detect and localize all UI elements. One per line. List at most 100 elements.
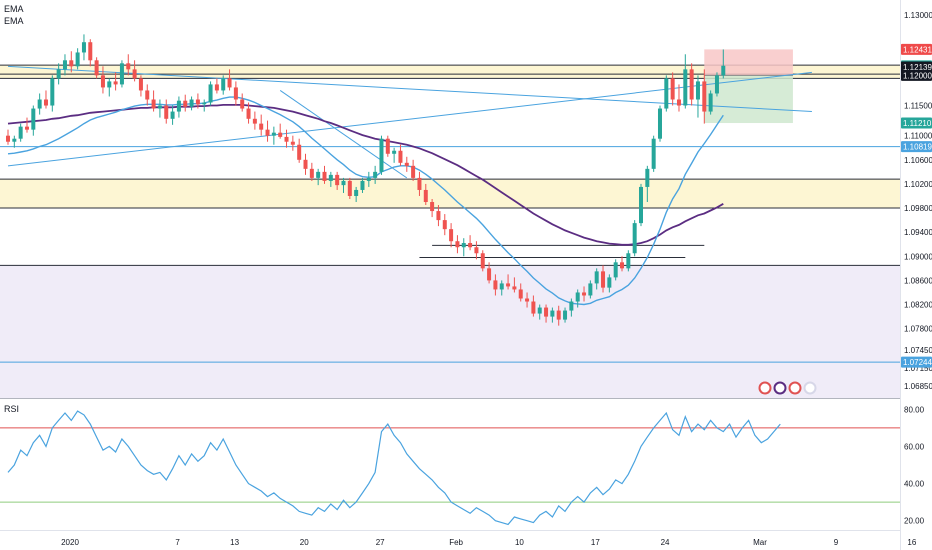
candle-body [278, 132, 283, 137]
price-axis-tick-label: 1.11500 [904, 102, 932, 111]
candle-body [43, 99, 48, 106]
candle-body [303, 159, 308, 169]
candle-body [531, 301, 536, 314]
candle-body [354, 189, 359, 196]
ema-indicator-label-2[interactable]: EMA [4, 16, 24, 26]
candle-body [119, 63, 124, 85]
candle-body [556, 310, 561, 320]
candle-body [480, 253, 485, 269]
candle-body [512, 286, 517, 290]
price-badge [901, 141, 932, 153]
candle-body [417, 177, 422, 190]
time-axis-tick-label: 16 [907, 538, 916, 547]
ema-fast-line [7, 96, 724, 306]
price-axis-tick-label: 1.10200 [904, 180, 932, 189]
price-axis-tick-label: 1.09400 [904, 228, 932, 237]
candle-body [588, 283, 593, 296]
candle-body [474, 247, 479, 254]
time-axis-tick-label: 20 [300, 538, 309, 547]
price-badge [901, 61, 932, 73]
candle-body [569, 301, 574, 311]
candle-body [607, 277, 612, 288]
candle-body [221, 78, 226, 91]
candle-body [468, 243, 473, 248]
ema-indicator-label-1[interactable]: EMA [4, 4, 24, 14]
price-badge-label: 1.12000 [903, 71, 932, 80]
candle-body [341, 180, 346, 186]
candle-body [75, 52, 80, 67]
trendline [7, 71, 812, 167]
candle-body [94, 60, 99, 76]
candle-body [518, 289, 523, 299]
candle-body [430, 202, 435, 212]
candle-body [322, 171, 327, 181]
price-badge-label: 1.10819 [903, 143, 932, 152]
price-badge-label: 1.12139 [903, 63, 932, 72]
time-axis-tick-label: 7 [175, 538, 180, 547]
candle-body [708, 93, 713, 112]
candle-body [544, 307, 549, 317]
time-axis-tick-label: Mar [753, 538, 767, 547]
candle-body [601, 271, 606, 288]
candle-body [157, 105, 162, 109]
candle-body [392, 150, 397, 154]
price-axis-tick-label: 1.09800 [904, 204, 932, 213]
candle-body [126, 63, 131, 70]
event-flag-icon-eu[interactable] [773, 381, 787, 395]
candle-body [404, 162, 409, 166]
trendline [279, 90, 408, 179]
rsi-indicator-label[interactable]: RSI [4, 404, 20, 414]
candle-body [695, 81, 700, 100]
candle-body [6, 135, 10, 142]
candles-group [6, 34, 726, 326]
time-axis-tick-label: 17 [591, 538, 600, 547]
price-badge [901, 43, 932, 55]
candle-body [620, 262, 625, 269]
price-axis-tick-label: 1.07450 [904, 346, 932, 355]
time-axis-tick-label: 2020 [61, 538, 79, 547]
candle-body [702, 81, 707, 112]
candle-body [626, 253, 631, 269]
ema-slow-line [7, 104, 724, 246]
candle-body [290, 141, 295, 145]
candle-body [651, 138, 656, 169]
candle-body [379, 138, 384, 172]
candle-body [689, 69, 694, 100]
candle-body [398, 150, 403, 163]
candle-body [284, 136, 289, 142]
candle-body [442, 220, 447, 230]
candle-body [100, 75, 105, 88]
time-axis-tick-label: 24 [661, 538, 670, 547]
event-flag-icon-us[interactable] [758, 381, 772, 395]
candle-body [487, 268, 492, 281]
candle-body [411, 165, 416, 178]
candle-body [347, 180, 352, 196]
candle-body [259, 123, 264, 130]
candle-body [183, 100, 188, 107]
price-badge-label: 1.11210 [903, 119, 932, 128]
candle-body [632, 223, 637, 254]
candle-body [252, 118, 257, 124]
candle-body [360, 180, 365, 190]
candle-body [613, 262, 618, 278]
candle-body [714, 75, 719, 94]
candle-body [208, 84, 213, 103]
candle-body [721, 65, 726, 76]
candle-body [373, 171, 378, 178]
candle-body [246, 108, 251, 119]
candle-body [271, 132, 276, 136]
candle-body [151, 99, 156, 109]
candle-body [537, 307, 542, 314]
price-axis-tick-label: 1.09000 [904, 252, 932, 261]
price-axis-tick-label: 1.11000 [904, 132, 932, 141]
price-axis-tick-label: 1.08600 [904, 276, 932, 285]
event-flag-icon-us-2[interactable] [803, 381, 817, 395]
candle-body [189, 99, 194, 107]
price-badge [901, 356, 932, 368]
candle-body [683, 69, 688, 106]
candle-body [436, 211, 441, 221]
rsi-axis-tick-label: 20.00 [904, 517, 925, 526]
candle-body [309, 168, 314, 178]
event-flag-icon-uk[interactable] [788, 381, 802, 395]
